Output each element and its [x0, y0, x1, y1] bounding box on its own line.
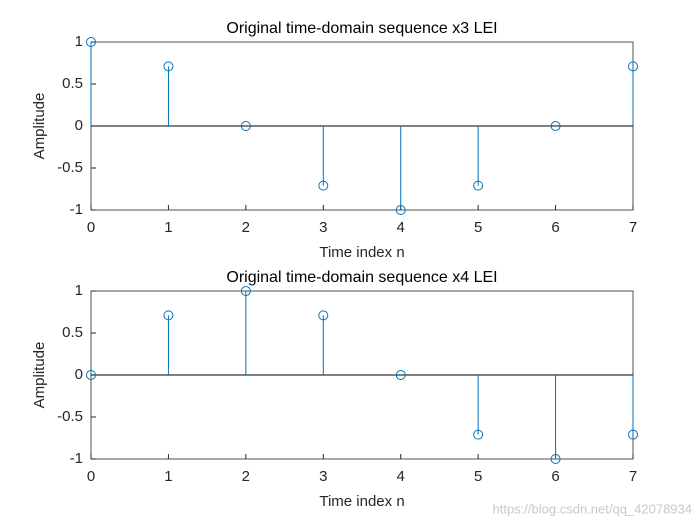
- x-tick-label: 0: [87, 468, 95, 485]
- x-tick-label: 5: [474, 219, 482, 236]
- stem-marker: [395, 370, 406, 380]
- stem-marker: [240, 286, 251, 296]
- y-tick-label: -1: [70, 450, 83, 467]
- y-tick-label: -0.5: [57, 408, 83, 425]
- x-tick-label: 6: [551, 219, 559, 236]
- stem-marker: [163, 61, 174, 72]
- stem-marker: [550, 121, 561, 131]
- x-tick-label: 6: [551, 468, 559, 485]
- x-tick-label: 0: [87, 219, 95, 236]
- x-tick-label: 3: [319, 219, 327, 236]
- chart-title: Original time-domain sequence x4 LEI: [226, 269, 497, 286]
- y-tick-label: 0.5: [62, 324, 83, 341]
- stem-marker: [240, 121, 251, 131]
- x-tick-label: 1: [164, 219, 172, 236]
- y-tick-label: -1: [70, 201, 83, 218]
- stem-marker: [86, 370, 96, 380]
- x-tick-label: 2: [242, 219, 250, 236]
- x-tick-label: 7: [629, 468, 637, 485]
- stem-marker: [473, 180, 484, 191]
- y-tick-label: 1: [75, 282, 83, 299]
- x-tick-label: 7: [629, 219, 637, 236]
- y-tick-label: 0: [75, 117, 83, 134]
- stem-marker: [86, 37, 96, 47]
- y-axis-label: Amplitude: [31, 342, 48, 409]
- x-axis-label: Time index n: [319, 244, 404, 261]
- y-axis-label: Amplitude: [31, 93, 48, 160]
- x-tick-label: 4: [397, 468, 405, 485]
- x-tick-label: 5: [474, 468, 482, 485]
- y-tick-label: 0.5: [62, 75, 83, 92]
- stem-marker: [628, 61, 638, 72]
- stem-marker: [550, 454, 561, 464]
- y-tick-label: 1: [75, 33, 83, 50]
- x-tick-label: 1: [164, 468, 172, 485]
- y-tick-label: 0: [75, 366, 83, 383]
- chart-title: Original time-domain sequence x3 LEI: [226, 20, 497, 37]
- x-axis-label: Time index n: [319, 493, 404, 510]
- x-tick-label: 4: [397, 219, 405, 236]
- y-tick-label: -0.5: [57, 159, 83, 176]
- stem-marker: [318, 180, 329, 191]
- stem-marker: [163, 310, 174, 321]
- stem-marker: [473, 429, 484, 440]
- x-tick-label: 3: [319, 468, 327, 485]
- stem-marker: [395, 205, 406, 215]
- watermark: https://blog.csdn.net/qq_42078934: [493, 501, 693, 516]
- stem-marker: [628, 429, 638, 440]
- stem-marker: [318, 310, 329, 321]
- x-tick-label: 2: [242, 468, 250, 485]
